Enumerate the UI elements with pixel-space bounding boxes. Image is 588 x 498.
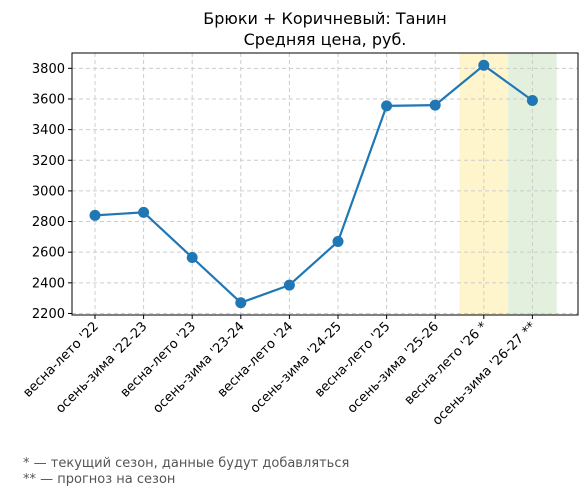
data-point xyxy=(89,209,101,221)
highlight-band-2 xyxy=(508,53,557,315)
series-line xyxy=(89,59,538,309)
y-tick-label: 3400 xyxy=(32,123,65,138)
y-tick-label: 3200 xyxy=(32,154,65,169)
data-point xyxy=(381,100,393,112)
y-tick-label: 2600 xyxy=(32,246,65,261)
data-point xyxy=(186,252,198,264)
x-tick-label: осень-зима '25-26 xyxy=(345,319,442,416)
data-point xyxy=(332,235,344,247)
highlight-band-1 xyxy=(459,53,509,315)
y-axis: 2200 2400 2600 2800 3000 3200 3400 3600 3800 xyxy=(32,62,72,322)
y-tick-label: 2400 xyxy=(32,276,65,291)
footnote-current-season: * — текущий сезон, данные будут добавлят… xyxy=(23,456,350,471)
y-tick-label: 2800 xyxy=(32,215,65,230)
chart-subtitle: Средняя цена, руб. xyxy=(244,30,407,49)
series-path xyxy=(94,64,534,304)
x-tick-label: осень-зима '24-25 xyxy=(248,319,345,416)
y-tick-label: 3000 xyxy=(32,184,65,199)
data-point xyxy=(526,94,538,106)
plot-frame xyxy=(71,52,579,316)
footnote-forecast: ** — прогноз на сезон xyxy=(23,472,176,487)
chart-title: Брюки + Коричневый: Танин xyxy=(203,9,447,28)
data-point xyxy=(138,206,150,218)
x-tick-label: осень-зима '23-24 xyxy=(150,319,247,416)
data-point xyxy=(429,99,441,111)
x-tick-label: весна-лето '26 * xyxy=(402,319,491,408)
x-tick-label: осень-зима '22-23 xyxy=(53,319,150,416)
data-point xyxy=(478,59,490,71)
y-tick-label: 3600 xyxy=(32,92,65,107)
data-point xyxy=(283,279,295,291)
grid-lines xyxy=(72,53,578,315)
y-tick-label: 3800 xyxy=(32,62,65,77)
y-tick-label: 2200 xyxy=(32,307,65,322)
data-point xyxy=(235,297,247,309)
highlight-bands xyxy=(459,53,557,315)
